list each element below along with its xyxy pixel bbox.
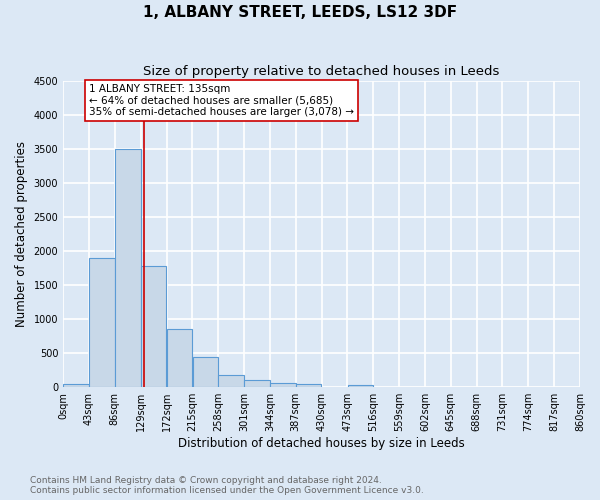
Bar bbox=[296, 384, 322, 387]
Text: Contains HM Land Registry data © Crown copyright and database right 2024.
Contai: Contains HM Land Registry data © Crown c… bbox=[30, 476, 424, 495]
Bar bbox=[64, 384, 89, 387]
Text: 1 ALBANY STREET: 135sqm
← 64% of detached houses are smaller (5,685)
35% of semi: 1 ALBANY STREET: 135sqm ← 64% of detache… bbox=[89, 84, 354, 117]
Bar bbox=[270, 384, 296, 387]
Bar bbox=[115, 148, 140, 387]
Bar bbox=[141, 266, 166, 387]
Title: Size of property relative to detached houses in Leeds: Size of property relative to detached ho… bbox=[143, 65, 500, 78]
Y-axis label: Number of detached properties: Number of detached properties bbox=[15, 141, 28, 327]
Bar bbox=[167, 330, 192, 387]
Bar bbox=[218, 375, 244, 387]
Bar bbox=[89, 258, 115, 387]
Text: 1, ALBANY STREET, LEEDS, LS12 3DF: 1, ALBANY STREET, LEEDS, LS12 3DF bbox=[143, 5, 457, 20]
Bar bbox=[347, 385, 373, 387]
Bar bbox=[244, 380, 270, 387]
X-axis label: Distribution of detached houses by size in Leeds: Distribution of detached houses by size … bbox=[178, 437, 465, 450]
Bar bbox=[193, 356, 218, 387]
